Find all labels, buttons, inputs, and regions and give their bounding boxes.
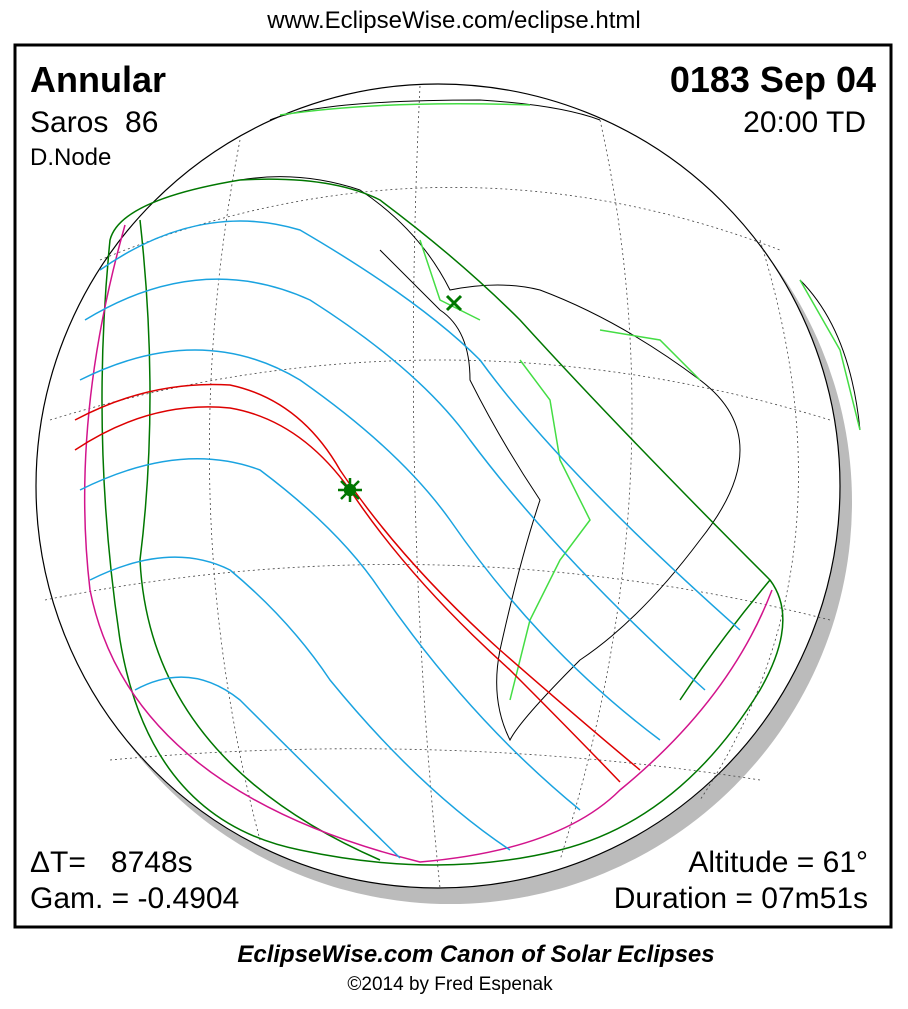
greatest-eclipse [338,478,362,502]
parallels [44,187,831,781]
saros: Saros 86 [30,106,158,139]
rise-set-curve [139,219,771,861]
eclipse-type: Annular [30,59,166,100]
coastlines [239,99,861,742]
center-mark [445,294,463,312]
central-path [74,383,641,783]
globe [35,83,861,904]
url: www.EclipseWise.com/eclipse.html [266,7,640,34]
globe-disk [35,83,841,889]
copyright: ©2014 by Fred Espenak [347,974,553,995]
altitude: Altitude = 61° [688,846,868,879]
node: D.Node [30,144,111,171]
gamma: Gam. = -0.4904 [30,882,239,915]
penumbra-limit [101,178,784,866]
date: 0183 Sep 04 [670,59,876,100]
meridians [208,85,799,889]
footer-title: EclipseWise.com Canon of Solar Eclipses [237,941,714,968]
borders [279,103,861,701]
max-eclipse-limit [83,224,773,863]
duration: Duration = 07m51s [614,882,868,915]
magnitude-contours [79,220,741,859]
delta-t: ΔT= 8748s [30,846,193,879]
time: 20:00 TD [743,106,866,139]
